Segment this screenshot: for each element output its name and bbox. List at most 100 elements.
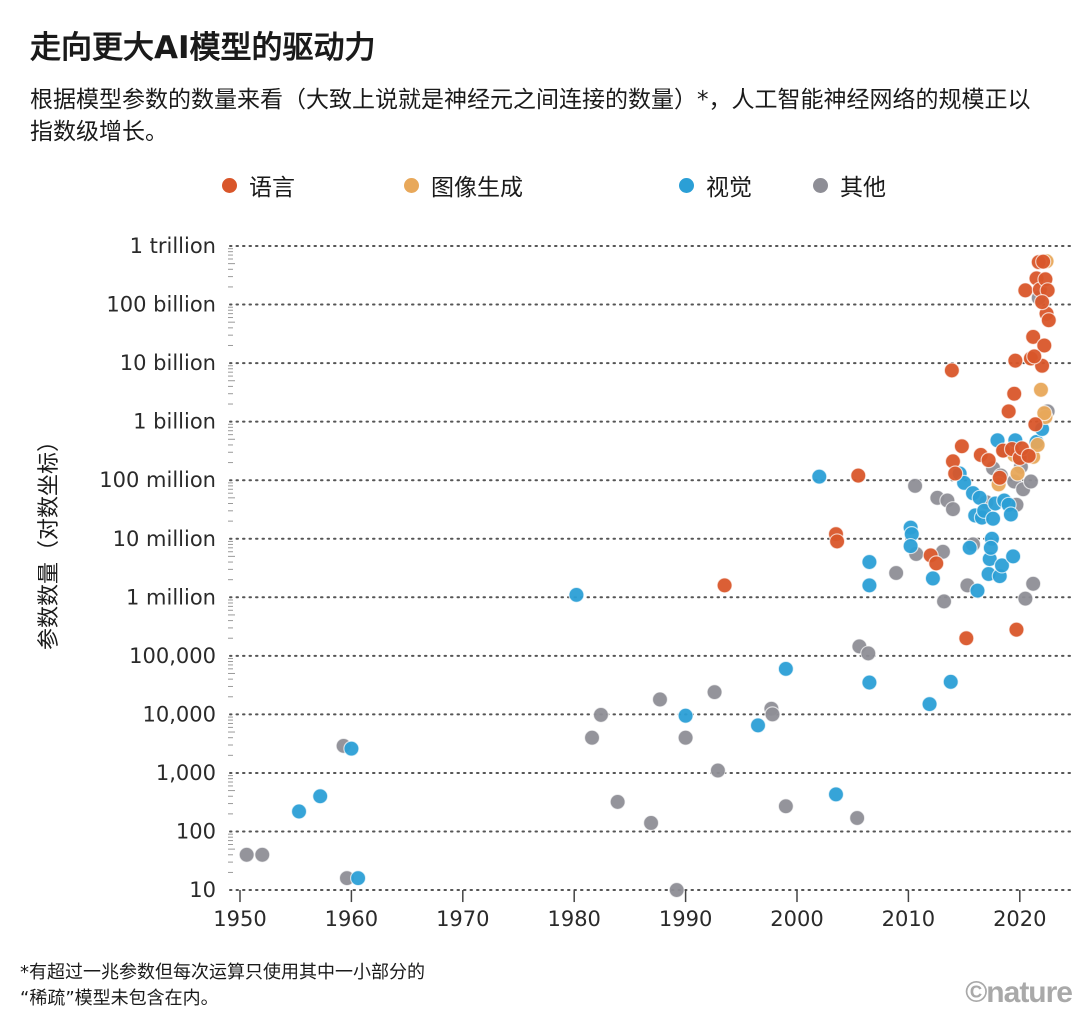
x-tick-label: 1950 (213, 907, 266, 931)
data-point (583, 729, 601, 746)
data-points (238, 253, 1057, 899)
data-point (668, 881, 685, 899)
data-point (1022, 473, 1040, 490)
x-tick-label: 1970 (436, 907, 489, 931)
data-point (1036, 337, 1053, 354)
data-point (254, 846, 271, 863)
y-tick-label: 100 billion (106, 293, 216, 317)
data-point (928, 555, 945, 572)
y-tick-label: 100 (176, 820, 216, 844)
x-axis-ticks: 1950 1960 1970 1980 1990 2000 2010 2020 (213, 890, 1047, 931)
y-tick-label: 10,000 (143, 702, 216, 726)
data-point (829, 533, 846, 550)
gridlines (229, 245, 1073, 892)
y-axis-label: 参数数量（对数坐标） (37, 430, 62, 650)
data-point (1035, 253, 1052, 270)
data-point (984, 510, 1002, 527)
data-point (1006, 385, 1023, 402)
data-point (961, 539, 978, 556)
data-point (238, 846, 255, 863)
data-point (1036, 404, 1053, 422)
minor-ticks (228, 248, 235, 873)
x-tick-label: 2000 (770, 907, 823, 931)
x-tick-label: 1960 (325, 907, 378, 931)
data-point (969, 582, 986, 599)
data-point (706, 684, 723, 701)
data-point (568, 586, 585, 603)
nature-logo: ©nature (965, 976, 1073, 1009)
footnote-line-2: “稀疏”模型未包含在内。 (20, 988, 219, 1009)
data-point (777, 798, 794, 815)
data-point (1005, 548, 1022, 565)
data-point (935, 593, 953, 610)
legend: 语言 图像生成 视觉 其他 (0, 168, 1080, 202)
y-tick-label: 1 billion (133, 410, 216, 434)
data-point (861, 553, 878, 571)
data-point (982, 539, 999, 556)
data-point (677, 729, 694, 746)
data-point (312, 788, 329, 805)
y-tick-label: 1 million (126, 585, 216, 609)
data-point (1025, 328, 1042, 346)
data-point (811, 468, 828, 485)
data-point (993, 557, 1011, 574)
x-tick-label: 2020 (993, 907, 1046, 931)
data-point (1002, 506, 1019, 523)
legend-swatch-other (813, 177, 828, 193)
data-point (343, 740, 360, 757)
data-point (860, 645, 877, 662)
legend-label-vision: 视觉 (706, 175, 752, 201)
data-point (651, 691, 669, 708)
data-point (1020, 447, 1037, 465)
data-point (944, 501, 962, 518)
data-point (921, 695, 938, 713)
data-point (861, 674, 878, 691)
y-tick-label: 10 (189, 878, 216, 902)
data-point (849, 809, 866, 827)
legend-item-other: 其他 (813, 168, 886, 202)
data-point (1017, 282, 1034, 299)
y-tick-label: 10 billion (120, 351, 216, 375)
data-point (777, 660, 794, 677)
legend-swatch-language (222, 177, 237, 193)
data-point (942, 673, 959, 690)
x-tick-label: 1990 (659, 907, 712, 931)
data-point (709, 762, 727, 779)
y-tick-label: 100,000 (129, 644, 216, 668)
data-point (1032, 381, 1050, 398)
data-point (947, 465, 964, 482)
data-point (1007, 352, 1024, 369)
legend-swatch-image-generation (404, 177, 419, 193)
data-point (1027, 416, 1044, 433)
footnote: *有超过一兆参数但每次运算只使用其中一小部分的 “稀疏”模型未包含在内。 (20, 960, 425, 1012)
data-point (924, 570, 942, 587)
data-point (850, 467, 867, 484)
legend-label-other: 其他 (840, 175, 886, 201)
data-point (943, 362, 960, 379)
data-point (290, 803, 308, 820)
data-point (1025, 575, 1042, 592)
legend-swatch-vision (679, 177, 694, 193)
legend-item-vision: 视觉 (679, 168, 752, 202)
x-tick-label: 1980 (547, 907, 600, 931)
data-point (642, 814, 660, 832)
series-other (238, 289, 1056, 899)
data-point (827, 786, 845, 803)
data-point (1000, 403, 1017, 420)
data-point (888, 564, 905, 582)
legend-label-language: 语言 (249, 175, 295, 201)
series-language (716, 253, 1057, 647)
data-point (677, 707, 694, 724)
data-point (349, 869, 367, 887)
y-tick-label: 1,000 (156, 761, 216, 785)
data-point (1026, 348, 1043, 365)
legend-item-language: 语言 (222, 168, 295, 202)
y-tick-label: 100 million (99, 468, 216, 492)
footnote-line-1: *有超过一兆参数但每次运算只使用其中一小部分的 (20, 962, 425, 983)
legend-label-image-generation: 图像生成 (431, 175, 523, 201)
data-point (902, 537, 919, 555)
data-point (906, 477, 924, 494)
chart-title: 走向更大AI模型的驱动力 (30, 30, 376, 66)
chart-subtitle: 根据模型参数的数量来看（大致上说就是神经元之间连接的数量）*，人工智能神经网络的… (30, 87, 1031, 145)
